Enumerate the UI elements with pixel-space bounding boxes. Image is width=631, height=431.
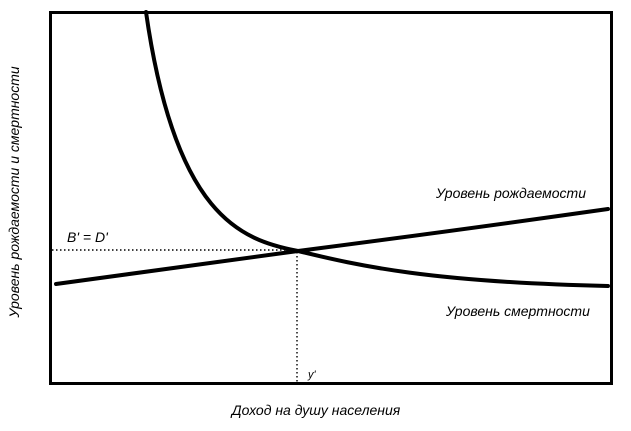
x-axis-label: Доход на душу населения: [230, 402, 401, 418]
birth-rate-label: Уровень рождаемости: [435, 185, 586, 201]
plot-frame: [49, 11, 613, 385]
y-axis-label: Уровень рождаемости и смертности: [6, 66, 22, 319]
birth-rate-curve: [54, 207, 610, 286]
equilibrium-x-label: y': [307, 369, 317, 381]
death-rate-label: Уровень смертности: [445, 303, 590, 319]
equilibrium-label: B' = D': [67, 229, 109, 245]
death-rate-curve: [144, 10, 610, 288]
